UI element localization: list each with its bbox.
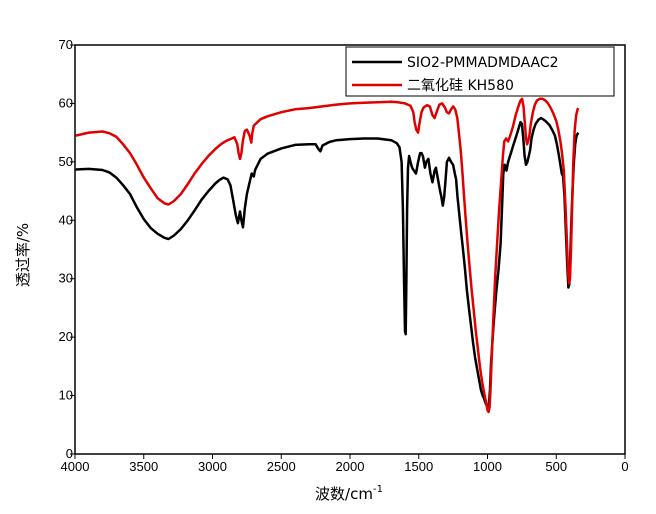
x-tick-label: 4000 — [61, 459, 90, 474]
y-axis-label: 透过率/% — [14, 223, 32, 287]
legend: SIO2-PMMADMDAAC2 二氧化硅 KH580 — [345, 46, 615, 97]
y-tick-label: 70 — [59, 37, 73, 52]
x-tick-label: 0 — [621, 459, 628, 474]
y-tick-label: 30 — [59, 271, 73, 286]
x-tick-label: 1000 — [473, 459, 502, 474]
series-line-1 — [75, 116, 580, 409]
legend-label-series-1: SIO2-PMMADMDAAC2 — [407, 55, 559, 71]
x-tick-label: 1500 — [404, 459, 433, 474]
plot-frame — [74, 44, 626, 455]
y-tick-label: 20 — [59, 329, 73, 344]
legend-label-series-2: 二氧化硅 KH580 — [407, 78, 514, 94]
x-tick-label: 2000 — [336, 459, 365, 474]
y-tick-label: 60 — [59, 95, 73, 110]
x-tick-label: 2500 — [267, 459, 296, 474]
axis-ticks: 4000 3500 3000 2500 2000 1500 1000 500 0 0 10 20 30 4… — [59, 37, 629, 474]
x-tick-label: 3000 — [198, 459, 227, 474]
x-axis-label: 波数/cm-1 — [315, 484, 383, 503]
y-tick-label: 10 — [59, 388, 73, 403]
series-line-2 — [75, 97, 580, 414]
y-tick-label: 0 — [66, 446, 73, 461]
y-tick-label: 40 — [59, 212, 73, 227]
y-tick-label: 50 — [59, 154, 73, 169]
legend-box — [345, 46, 615, 97]
series-layer — [75, 97, 580, 414]
x-axis-label-superscript: -1 — [373, 484, 383, 495]
x-tick-label: 3500 — [129, 459, 158, 474]
x-tick-label: 500 — [545, 459, 567, 474]
x-axis-label-text: 波数/cm — [315, 485, 373, 503]
